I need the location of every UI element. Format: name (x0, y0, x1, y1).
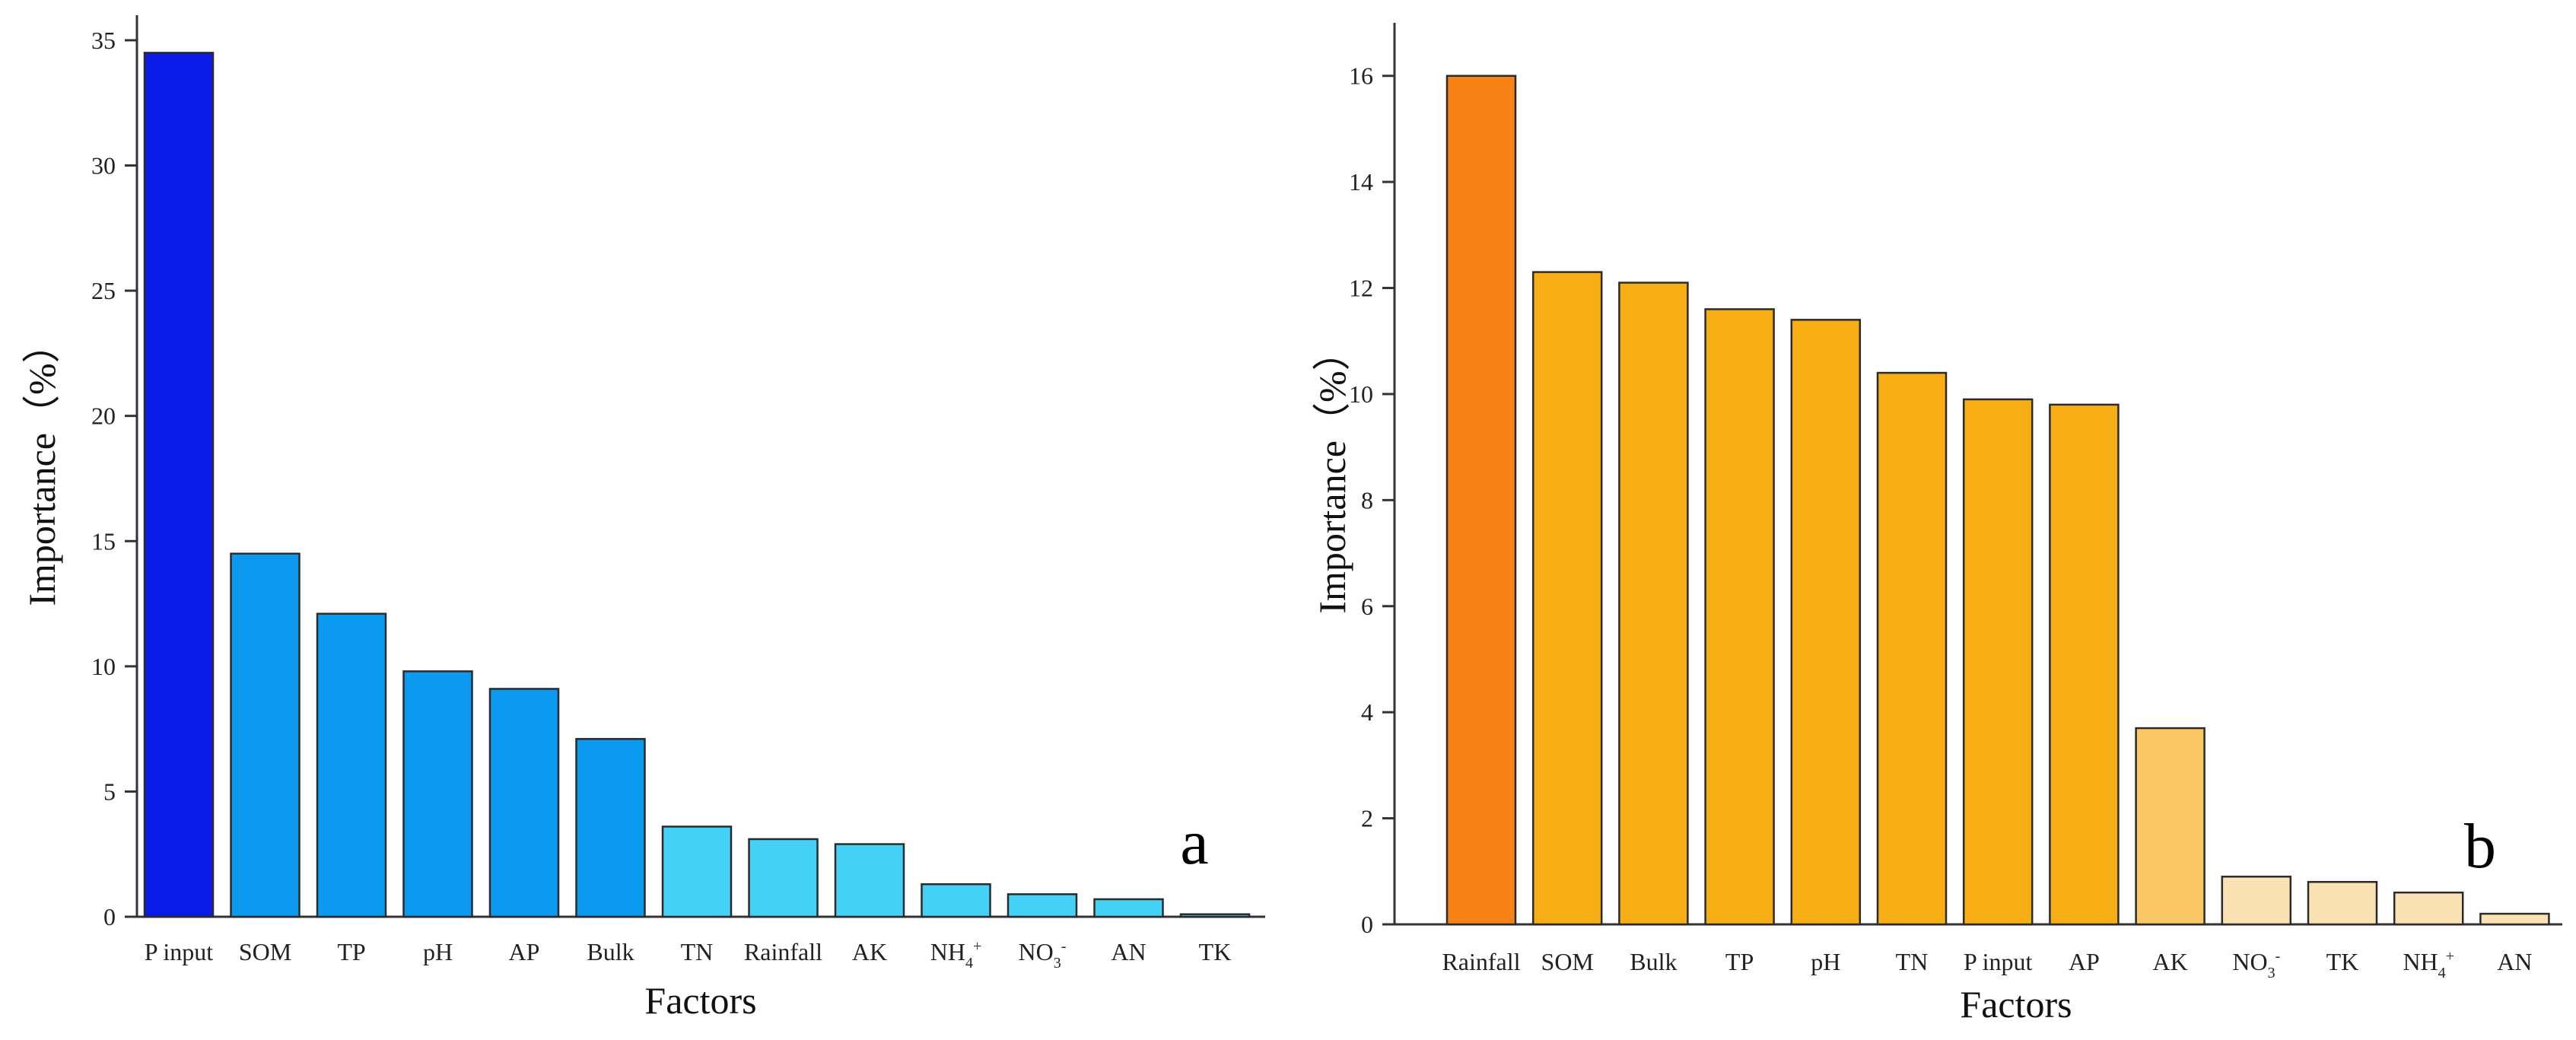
x-tick-labels: P input SOM TP pH AP Bulk TN Rainfall AK NH4+ NO3-… (145, 938, 1232, 972)
bar-series (143, 52, 1251, 918)
x-tick-label: Bulk (587, 938, 634, 965)
panel-label-a: a (1180, 807, 1208, 878)
bar (2393, 891, 2464, 926)
bar (402, 670, 473, 918)
chart-panel-b: 0 2 4 6 8 10 12 14 16 Rainfall SOM Bulk TP pH TN P inp… (1311, 23, 2562, 1026)
x-tick-label: TK (1199, 938, 1232, 965)
y-tick-label: 16 (1349, 62, 1373, 90)
y-tick-label: 25 (91, 277, 116, 304)
y-tick-label: 15 (91, 527, 116, 555)
y-axis-title: Importance（%） (21, 325, 63, 606)
x-tick-labels: Rainfall SOM Bulk TP pH TN P input AP AK NO3- TK NH… (1442, 948, 2532, 981)
bar (1445, 75, 1517, 926)
x-tick-label: TK (2326, 948, 2359, 975)
bar (143, 52, 215, 918)
y-axis-title: Importance（%） (1311, 332, 1353, 613)
bar (1007, 893, 1078, 918)
bar (1179, 913, 1251, 918)
bar (1704, 308, 1775, 926)
y-tick-label: 14 (1349, 168, 1373, 196)
x-tick-label: AK (2152, 948, 2187, 975)
bar (1093, 898, 1164, 918)
x-tick-label: Rainfall (1442, 948, 1520, 975)
x-tick-label: AN (2497, 948, 2532, 975)
bar (1531, 271, 1603, 926)
x-tick-label: NH4+ (930, 938, 982, 972)
x-tick-label: pH (1811, 948, 1840, 975)
x-tick-label: TP (1725, 948, 1754, 975)
bar (1618, 281, 1689, 926)
bar (921, 883, 991, 918)
bar (2049, 403, 2120, 926)
y-tick-label: 10 (1349, 380, 1373, 408)
bar (834, 843, 905, 918)
bar (1790, 319, 1862, 926)
x-tick-label: pH (423, 938, 453, 965)
x-tick-label: SOM (239, 938, 291, 965)
y-tick-label: 12 (1349, 275, 1373, 302)
y-tick-label: 2 (1361, 805, 1373, 832)
y-tick-label: 0 (103, 903, 116, 930)
bar (1962, 398, 2034, 926)
y-tick-label: 35 (91, 27, 116, 54)
y-tick-label: 10 (91, 653, 116, 680)
x-tick-label: AP (2069, 948, 2100, 975)
x-tick-label: Bulk (1630, 948, 1677, 975)
bar (1876, 371, 1948, 926)
panel-label-b: b (2464, 811, 2496, 882)
bar (575, 738, 646, 918)
y-ticks: 0 2 4 6 8 10 12 14 16 (1349, 62, 1395, 938)
x-tick-label: NO3- (1019, 938, 1067, 972)
x-tick-label: AK (852, 938, 887, 965)
x-tick-label: P input (145, 938, 214, 965)
x-tick-label: TN (1896, 948, 1929, 975)
x-tick-label: AN (1111, 938, 1146, 965)
chart-panel-a: 0 5 10 15 20 25 30 35 P input SOM TP pH AP Bulk TN Rai… (21, 15, 1265, 1022)
y-ticks: 0 5 10 15 20 25 30 35 (91, 27, 137, 930)
x-tick-label: NH4+ (2403, 948, 2454, 981)
x-axis-title: Factors (644, 979, 756, 1022)
x-tick-label: Rainfall (744, 938, 822, 965)
bar (2221, 876, 2292, 926)
bar (230, 552, 301, 918)
y-tick-label: 4 (1361, 698, 1373, 726)
bar (2135, 727, 2206, 926)
y-tick-label: 0 (1361, 911, 1373, 938)
x-tick-label: AP (509, 938, 540, 965)
y-tick-label: 30 (91, 152, 116, 180)
y-tick-label: 20 (91, 402, 116, 430)
bar (2479, 912, 2550, 926)
bar (316, 612, 387, 918)
bar (748, 838, 819, 918)
x-tick-label: P input (1964, 948, 2033, 975)
bar (2307, 880, 2378, 926)
x-axis-title: Factors (1960, 983, 2072, 1026)
x-tick-label: TN (681, 938, 714, 965)
y-tick-label: 6 (1361, 593, 1373, 620)
bar (661, 825, 733, 918)
x-tick-label: NO3- (2232, 948, 2280, 981)
bar-series (1445, 75, 2550, 926)
y-tick-label: 8 (1361, 486, 1373, 514)
bar (488, 688, 560, 918)
x-tick-label: TP (337, 938, 365, 965)
y-tick-label: 5 (103, 778, 116, 805)
x-tick-label: SOM (1541, 948, 1594, 975)
